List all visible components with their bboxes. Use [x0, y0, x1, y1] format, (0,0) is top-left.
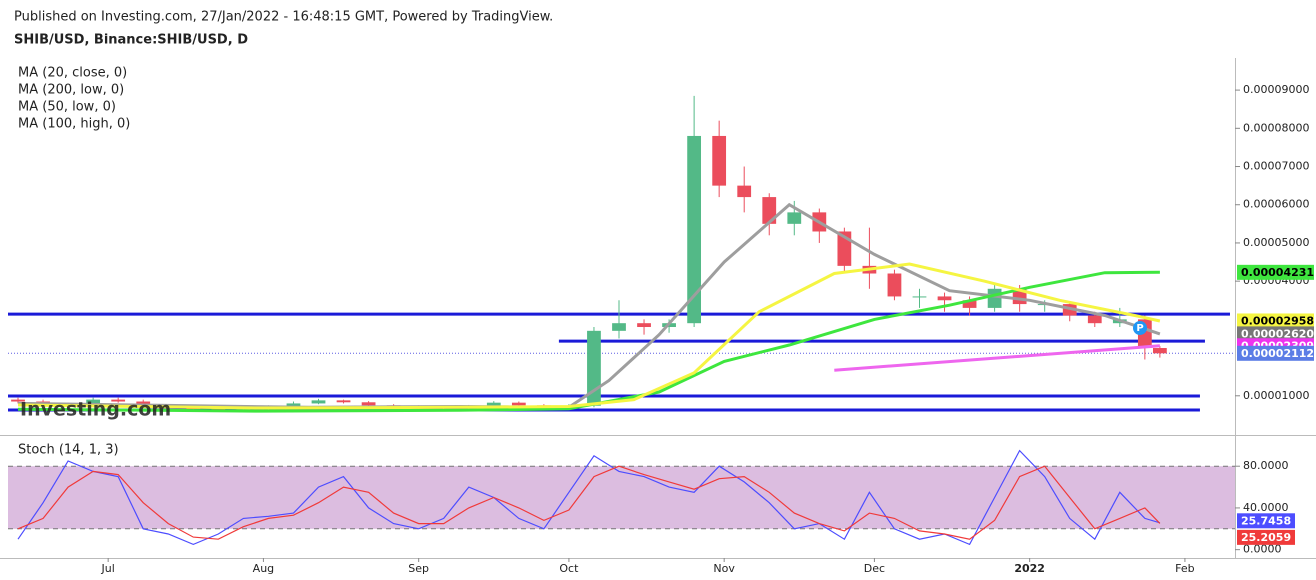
candle-body	[962, 300, 977, 308]
symbol-title: SHIB/USD, Binance:SHIB/USD, D	[14, 33, 248, 48]
y-tick-label: 40.0000	[1243, 501, 1289, 514]
x-tick-label: Feb	[1175, 562, 1194, 575]
candle-body	[712, 135, 727, 186]
price-label-box	[1237, 264, 1314, 280]
stoch-line	[17, 465, 1161, 540]
candle-body	[612, 323, 626, 331]
candle-body	[486, 402, 501, 407]
y-tick-label: 0.00001000	[1243, 389, 1309, 402]
candle-body	[511, 402, 526, 406]
candle-body	[787, 212, 802, 224]
value-label-box	[1237, 529, 1295, 545]
candle-body	[11, 399, 25, 402]
badge-label: P	[1136, 323, 1143, 334]
candle-body	[336, 400, 351, 403]
x-tick-label: Oct	[559, 562, 579, 575]
candle-body	[361, 402, 376, 406]
y-tick-label: 0.00005000	[1243, 236, 1309, 249]
candle-body	[311, 400, 326, 404]
watermark: Investing.com	[20, 399, 171, 421]
legend-entry: MA (200, low, 0)	[18, 83, 124, 98]
candle-body	[937, 296, 952, 301]
stoch-band	[8, 466, 1235, 529]
badge-icon	[1133, 321, 1147, 335]
x-tick-label: Aug	[253, 562, 274, 575]
x-tick-label: Nov	[713, 562, 735, 575]
y-tick-label: 80.0000	[1243, 459, 1289, 472]
value-label: 25.2059	[1241, 531, 1291, 544]
candle-body	[912, 296, 927, 298]
candle-body	[887, 273, 902, 297]
price-label-box	[1237, 345, 1314, 361]
value-label-box	[1237, 513, 1295, 529]
x-tick-label: 2022	[1014, 562, 1045, 575]
moving-average-line	[17, 262, 1161, 410]
value-label: 25.7458	[1241, 514, 1291, 527]
x-tick-label: Jul	[101, 562, 115, 575]
candle-body	[687, 135, 702, 324]
y-tick-label: 0.00009000	[1243, 83, 1309, 96]
stoch-panel: 80.0000 40.0000 0.0000 Jul Aug Sep Oct Nov Dec 20…	[8, 443, 1295, 575]
price-label: 0.00002620	[1241, 327, 1314, 340]
price-label: 0.00004231	[1241, 266, 1314, 279]
price-label-box	[1237, 326, 1314, 342]
legend-entry: MA (50, low, 0)	[18, 100, 116, 115]
legend-entry: MA (20, close, 0)	[18, 66, 127, 81]
y-tick-label: 0.00006000	[1243, 198, 1309, 211]
candle-body	[1087, 315, 1102, 324]
price-label: 0.00002112	[1241, 347, 1314, 360]
candle-body	[286, 403, 301, 408]
candle-body	[1152, 348, 1167, 354]
candle-body	[111, 399, 126, 402]
published-note: Published on Investing.com, 27/Jan/2022 …	[14, 10, 553, 25]
price-panel: 0.000010000.000040000.000050000.00006000…	[8, 66, 1314, 413]
stoch-line	[17, 449, 1161, 546]
y-tick-label: 0.0000	[1243, 543, 1282, 556]
x-tick-label: Dec	[864, 562, 885, 575]
price-label-box	[1237, 313, 1314, 329]
legend-entry: MA (100, high, 0)	[18, 117, 130, 132]
candle-body	[762, 197, 777, 224]
y-tick-label: 0.00008000	[1243, 121, 1309, 134]
candle-body	[136, 401, 151, 406]
candle-body	[637, 323, 651, 328]
candle-body	[737, 185, 752, 198]
y-tick-label: 0.00007000	[1243, 160, 1309, 173]
indicator-title: Stoch (14, 1, 3)	[18, 443, 119, 458]
price-label: 0.00002958	[1241, 314, 1314, 327]
x-tick-label: Sep	[408, 562, 429, 575]
candle-body	[987, 288, 1002, 308]
moving-average-line	[17, 270, 1160, 413]
moving-average-line	[834, 344, 1161, 372]
